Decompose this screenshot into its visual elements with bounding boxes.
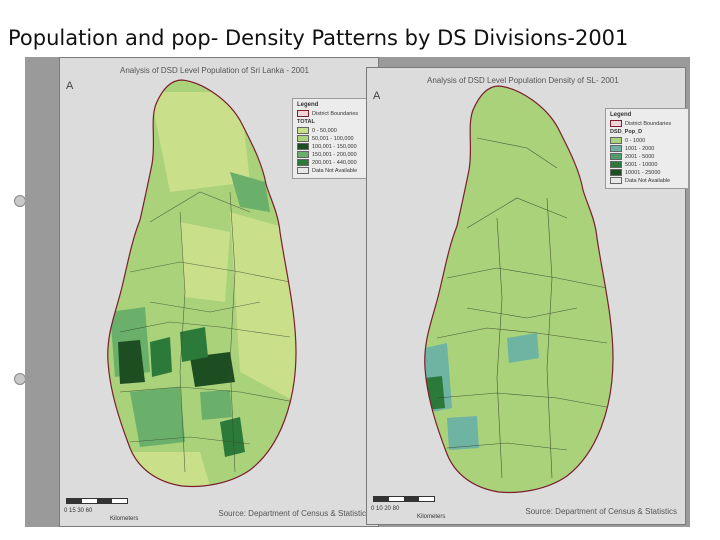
legend-variable: TOTAL xyxy=(297,119,315,125)
scale-unit: Kilometers xyxy=(110,516,139,522)
density-map-panel: Analysis of DSD Level Population Density… xyxy=(366,67,689,525)
legend-class: Data Not Available xyxy=(297,167,371,174)
map-source: Source: Department of Census & Statistic… xyxy=(525,507,677,516)
legend-class: 10001 - 25000 xyxy=(610,169,684,176)
map-legend: Legend District Boundaries TOTAL 0 - 50,… xyxy=(292,98,376,179)
legend-variable: DSD_Pop_D xyxy=(610,129,643,135)
legend-class: 1001 - 2000 xyxy=(610,145,684,152)
legend-class: 100,001 - 150,000 xyxy=(297,143,371,150)
legend-boundary: District Boundaries xyxy=(297,110,371,117)
legend-class: 50,001 - 100,000 xyxy=(297,135,371,142)
map-legend: Legend District Boundaries DSD_Pop_D 0 -… xyxy=(605,108,689,189)
legend-class: 0 - 1000 xyxy=(610,137,684,144)
north-arrow-icon: A xyxy=(66,80,74,92)
legend-boundary: District Boundaries xyxy=(610,120,684,127)
map-title: Analysis of DSD Level Population of Sri … xyxy=(120,66,309,75)
legend-class: 150,001 - 200,000 xyxy=(297,151,371,158)
scale-bar xyxy=(373,496,435,502)
north-arrow-icon: A xyxy=(373,90,381,102)
population-map-panel: Analysis of DSD Level Population of Sri … xyxy=(59,57,379,527)
sri-lanka-density-map xyxy=(424,85,614,494)
scale-bar xyxy=(66,498,128,504)
legend-title: Legend xyxy=(297,102,319,108)
legend-class: 2001 - 5000 xyxy=(610,153,684,160)
map-source: Source: Department of Census & Statistic… xyxy=(218,509,370,518)
legend-class: 0 - 50,000 xyxy=(297,127,371,134)
scanned-map-sheet: Analysis of DSD Level Population of Sri … xyxy=(25,57,690,527)
map-title: Analysis of DSD Level Population Density… xyxy=(427,76,619,85)
sri-lanka-population-map xyxy=(107,79,297,488)
legend-class: Data Not Available xyxy=(610,177,684,184)
scale-unit: Kilometers xyxy=(417,514,446,520)
scale-ticks: 0 10 20 80 xyxy=(371,506,400,512)
scale-ticks: 0 15 30 60 xyxy=(64,508,93,514)
legend-class: 5001 - 10000 xyxy=(610,161,684,168)
slide-title: Population and pop- Density Patterns by … xyxy=(8,26,629,50)
legend-class: 200,001 - 440,000 xyxy=(297,159,371,166)
legend-title: Legend xyxy=(610,112,632,118)
